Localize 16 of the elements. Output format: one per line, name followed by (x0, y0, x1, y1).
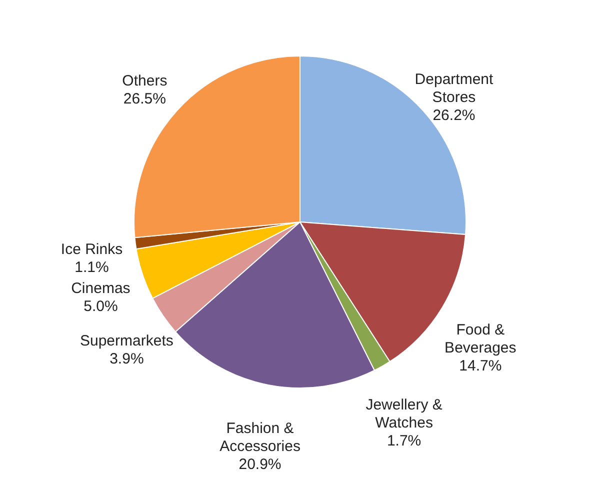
data-label: 5.0% (84, 298, 118, 316)
slice-label: Ice Rinks (60, 240, 123, 258)
slice-label: Department Stores (414, 71, 494, 106)
data-label: 14.7% (459, 357, 502, 374)
slice-label: Supermarkets (80, 332, 174, 350)
slice-label: Fashion & Accessories (220, 420, 300, 456)
data-label: 1.1% (74, 258, 109, 276)
data-label: 20.9% (238, 456, 282, 474)
data-label: 26.5% (123, 90, 166, 108)
data-label: 26.2% (432, 107, 476, 124)
slice-label: Others (122, 72, 168, 90)
data-label: 3.9% (110, 350, 144, 368)
slice-label: Jewellery & Watches (366, 396, 442, 432)
slice-label: Cinemas (71, 280, 130, 298)
data-label: 1.7% (386, 432, 422, 450)
slice-label: Food & Beverages (444, 321, 516, 356)
